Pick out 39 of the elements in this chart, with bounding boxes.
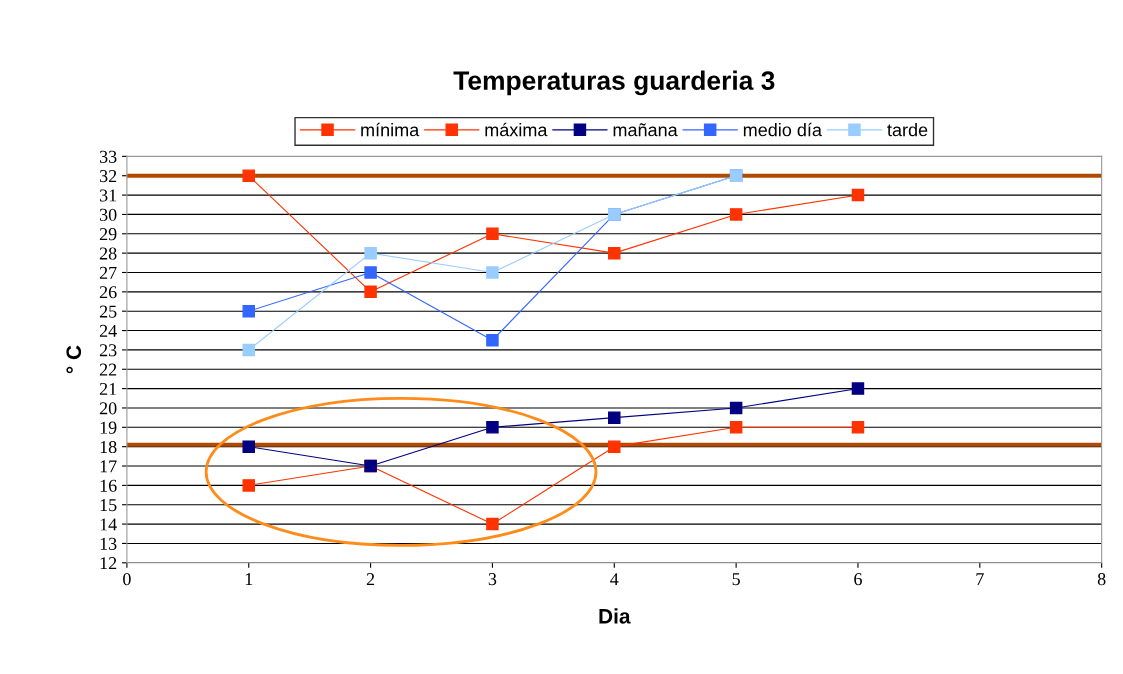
y-tick-label: 31 — [99, 189, 117, 202]
legend-label: tarde — [887, 123, 928, 137]
y-tick-label: 30 — [99, 208, 117, 221]
y-tick-label: 17 — [100, 460, 117, 473]
x-axis-title: Dia — [599, 608, 631, 624]
y-tick-label: 22 — [99, 363, 117, 376]
y-tick-label: 32 — [99, 170, 117, 183]
y-tick-label: 15 — [100, 499, 117, 512]
x-tick-label: 4 — [610, 573, 619, 586]
y-tick-label: 14 — [100, 518, 117, 531]
y-tick-label: 27 — [99, 266, 117, 279]
x-tick-label: 3 — [488, 573, 497, 586]
y-tick-label: 18 — [100, 440, 117, 454]
y-tick-label: 33 — [99, 150, 117, 163]
chart-title: Temperaturas guarderia 3 — [453, 70, 775, 96]
y-tick-label: 23 — [99, 344, 117, 357]
y-tick-label: 29 — [99, 228, 117, 241]
y-tick-label: 16 — [100, 479, 117, 492]
y-tick-label: 28 — [99, 247, 117, 260]
legend-label: mínima — [361, 122, 420, 137]
x-tick-label: 7 — [976, 573, 984, 586]
legend-label: medio día — [743, 122, 822, 137]
y-tick-label: 12 — [100, 557, 117, 570]
y-axis-title: ° C — [66, 345, 82, 374]
y-tick-label: 26 — [99, 286, 117, 299]
y-tick-label: 20 — [99, 402, 117, 415]
x-tick-label: 0 — [123, 573, 131, 586]
legend-label: máxima — [485, 122, 548, 137]
legend-label: mañana — [613, 123, 678, 137]
x-tick-label: 2 — [366, 573, 375, 586]
y-tick-label: 19 — [100, 421, 117, 434]
x-tick-label: 6 — [854, 573, 862, 586]
x-tick-label: 8 — [1097, 573, 1106, 586]
x-tick-label: 1 — [245, 573, 253, 586]
y-tick-label: 13 — [100, 537, 117, 550]
y-tick-label: 24 — [99, 324, 117, 337]
x-tick-label: 5 — [732, 573, 740, 586]
y-tick-label: 21 — [99, 382, 117, 395]
y-tick-label: 25 — [99, 305, 117, 318]
